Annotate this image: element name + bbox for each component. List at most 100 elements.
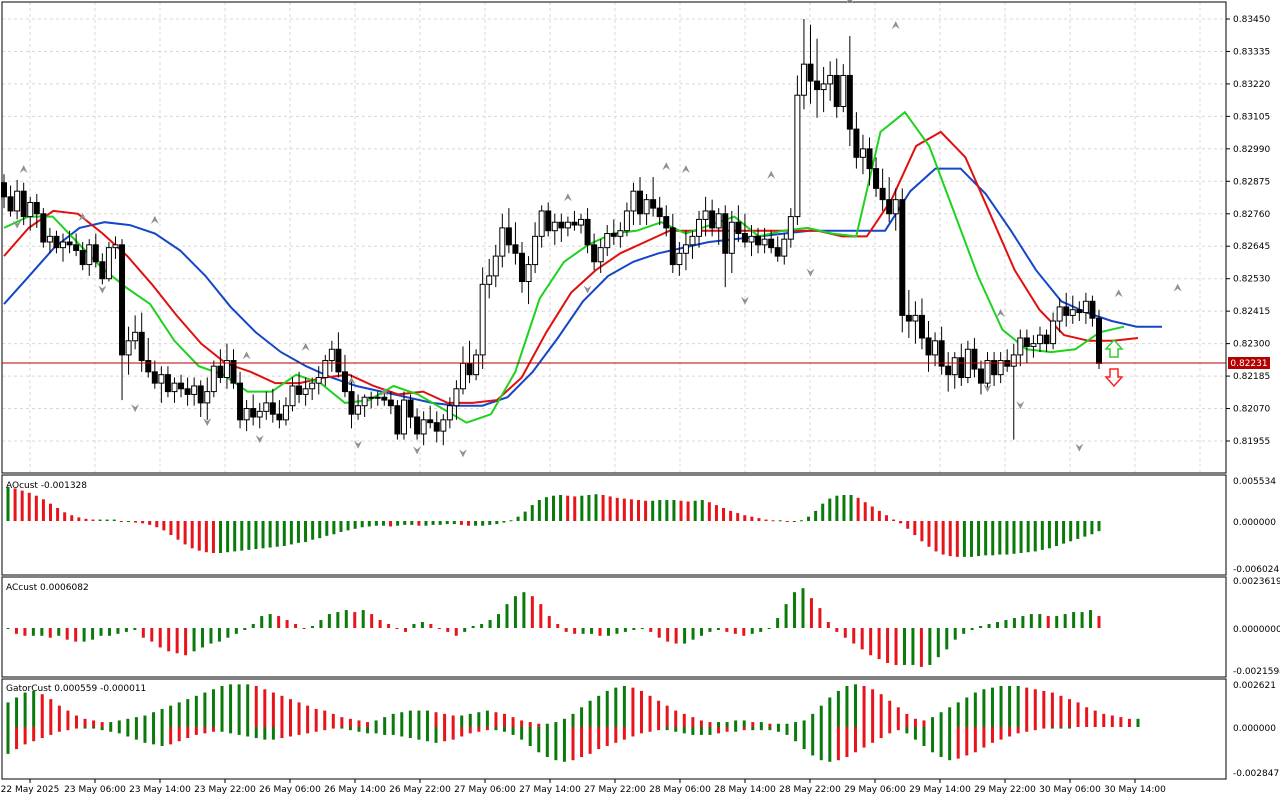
gator-upper-bar — [425, 710, 429, 727]
ao-bar — [282, 521, 286, 546]
ao-bar — [1090, 521, 1094, 535]
gator-upper-bar — [520, 720, 524, 727]
fractal-up — [78, 213, 87, 222]
gator-lower-bar — [306, 727, 310, 734]
candle-bull — [696, 218, 703, 237]
ac-bar — [429, 624, 433, 628]
fractal-down — [1075, 443, 1084, 452]
gator-upper-bar — [554, 722, 558, 727]
gator-lower-bar — [896, 727, 900, 731]
gator-lower-bar — [485, 727, 489, 731]
candle-bear — [164, 374, 171, 393]
ao-bar — [962, 521, 966, 557]
gator-upper-bar — [57, 705, 61, 727]
ao-bar — [70, 515, 74, 521]
ac-bar — [243, 628, 247, 630]
ao-bar — [870, 506, 874, 521]
ac-bar — [1055, 616, 1059, 628]
ao-histogram — [6, 487, 1101, 557]
fractal-up — [891, 21, 900, 30]
candle-bear — [296, 385, 303, 395]
gator-upper-bar — [357, 720, 361, 727]
ac-bar — [505, 604, 509, 628]
candle-bear — [7, 196, 14, 212]
candle-bear — [341, 371, 348, 393]
gator-upper-bar — [708, 722, 712, 727]
gator-upper-bar — [6, 702, 10, 727]
ao-bar — [162, 521, 166, 531]
ao-bar — [374, 521, 378, 526]
ac-bar — [776, 618, 780, 628]
ao-bar — [807, 516, 811, 521]
gator-upper-bar — [973, 692, 977, 727]
candle-bear — [991, 360, 998, 376]
candle-bear — [53, 235, 60, 249]
gator-lower-bar — [1033, 727, 1037, 731]
ao-bar — [459, 521, 463, 525]
gator-upper-bar — [742, 720, 746, 727]
ao-bar — [332, 521, 336, 535]
gator-upper-bar — [999, 685, 1003, 727]
ao-bar — [757, 518, 761, 521]
gator-lower-bar — [425, 727, 429, 742]
gator-upper-bar — [545, 723, 549, 727]
gator-upper-bar — [588, 700, 592, 727]
ac-bar — [99, 628, 103, 636]
time-tick-label: 28 May 06:00 — [649, 785, 711, 795]
candle-bull — [1017, 337, 1024, 356]
gator-lower-bar — [1059, 727, 1063, 729]
ao-bar — [877, 510, 881, 521]
ao-bar — [559, 494, 563, 521]
ao-bar — [1012, 521, 1016, 554]
ac-bar — [40, 628, 44, 636]
ac-bar — [217, 628, 221, 642]
gator-upper-bar — [443, 713, 447, 727]
ac-bar — [302, 628, 306, 629]
ac-histogram — [6, 588, 1101, 667]
gator-lower-bar — [143, 727, 147, 743]
gator-lower-bar — [990, 727, 994, 743]
ao-bar — [176, 521, 180, 540]
ac-bar — [522, 592, 526, 628]
gator-lower-bar — [23, 727, 27, 745]
gator-upper-bar — [1136, 718, 1140, 727]
candle-bear — [925, 337, 932, 356]
time-tick-label: 23 May 22:00 — [194, 785, 256, 795]
fractal-down — [13, 220, 22, 229]
ac-bar — [260, 616, 264, 628]
signal-arrows — [1104, 338, 1124, 388]
ao-bar — [821, 503, 825, 521]
gator-upper-bar — [759, 722, 763, 727]
gator-upper-bar — [956, 702, 960, 727]
candlesticks — [1, 19, 1102, 446]
gator-upper-bar — [391, 713, 395, 727]
gator-upper-bar — [888, 700, 892, 727]
ao-bar — [1005, 521, 1009, 555]
gator-upper-bar — [682, 713, 686, 727]
ao-bar — [658, 500, 662, 521]
gator-upper-bar — [1008, 685, 1012, 727]
candle-bear — [1076, 309, 1083, 314]
gator-upper-bar — [143, 715, 147, 727]
candle-bear — [33, 201, 40, 215]
gator-lower-bar — [494, 727, 498, 731]
gator-lower-bar — [948, 727, 952, 761]
gator-lower-bar — [1068, 727, 1072, 729]
gator-lower-bar — [6, 727, 10, 754]
gator-upper-bar — [289, 699, 292, 727]
ac-bar — [65, 628, 69, 640]
time-tick-label: 23 May 14:00 — [129, 785, 191, 795]
candle-bear — [1096, 317, 1102, 364]
gator-upper-bar — [126, 718, 130, 727]
ao-bar — [396, 521, 400, 526]
ao-bar — [233, 521, 237, 552]
ac-bar — [1021, 616, 1025, 628]
gator-upper-bar — [229, 684, 233, 727]
ac-bar — [657, 628, 661, 638]
ao-bar — [148, 521, 152, 525]
candle-bear — [151, 371, 158, 384]
ac-bar — [192, 628, 196, 652]
candle-bear — [663, 216, 670, 229]
gator-upper-bar — [485, 710, 489, 727]
